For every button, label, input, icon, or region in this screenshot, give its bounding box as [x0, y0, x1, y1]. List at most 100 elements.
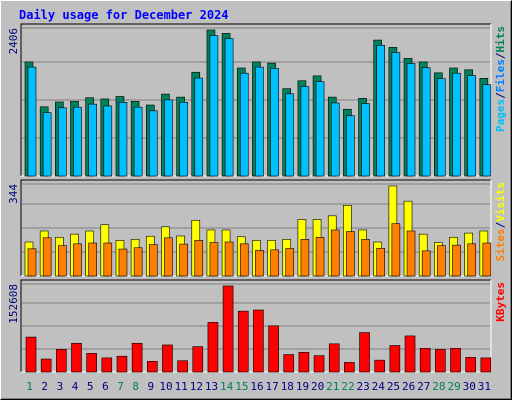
legend-part: Sites — [494, 228, 507, 261]
x-tick-label: 21 — [326, 380, 339, 393]
bar-files-day-11 — [179, 102, 188, 177]
bar-files-day-7 — [118, 102, 128, 177]
bar-sites-day-10 — [164, 237, 173, 277]
bar-kbytes-day-10 — [162, 344, 173, 373]
bar-kbytes-day-5 — [86, 353, 97, 373]
max-label-visits-sites: 344 — [7, 184, 20, 204]
legend-part: Hits — [494, 26, 507, 53]
bar-sites-day-19 — [300, 239, 310, 277]
bar-kbytes-day-12 — [192, 346, 204, 373]
bar-kbytes-day-29 — [450, 348, 461, 373]
bar-kbytes-day-24 — [374, 359, 386, 373]
x-tick-label: 16 — [250, 380, 263, 393]
x-tick-label: 2 — [41, 380, 48, 393]
bar-kbytes-day-19 — [298, 351, 310, 373]
bar-sites-day-8 — [133, 247, 143, 277]
panel-border-dark — [20, 179, 491, 276]
bar-sites-day-15 — [239, 243, 249, 277]
bar-sites-day-24 — [376, 247, 386, 277]
bar-sites-day-7 — [118, 248, 128, 277]
x-tick-label: 28 — [432, 380, 445, 393]
bar-files-day-19 — [300, 86, 310, 177]
x-tick-label: 13 — [205, 380, 218, 393]
bar-sites-day-22 — [346, 231, 355, 277]
bar-kbytes-day-15 — [237, 310, 249, 373]
bar-kbytes-day-27 — [419, 348, 431, 373]
x-tick-label: 7 — [117, 380, 124, 393]
bar-kbytes-day-25 — [389, 345, 401, 373]
x-tick-label: 11 — [175, 380, 188, 393]
bar-files-day-17 — [270, 68, 279, 177]
bar-kbytes-day-17 — [268, 325, 279, 373]
bar-kbytes-day-6 — [101, 357, 113, 373]
x-tick-label: 19 — [296, 380, 309, 393]
bar-files-day-6 — [103, 105, 113, 177]
max-label-hits-files-pages: 2406 — [7, 28, 20, 55]
x-tick-label: 1 — [26, 380, 33, 393]
bar-sites-day-27 — [421, 250, 431, 277]
bar-kbytes-day-11 — [177, 360, 188, 373]
bar-sites-day-4 — [73, 243, 82, 277]
x-tick-label: 26 — [402, 380, 415, 393]
bar-sites-day-9 — [148, 244, 158, 277]
bar-files-day-25 — [391, 52, 401, 177]
bar-kbytes-day-16 — [253, 309, 264, 373]
legend-part: Files — [494, 59, 507, 92]
bar-kbytes-day-22 — [344, 362, 355, 373]
bar-files-day-23 — [361, 103, 370, 177]
legend-part: Visits — [494, 182, 507, 222]
bar-files-day-4 — [73, 106, 82, 177]
bar-files-day-24 — [376, 44, 386, 177]
x-tick-label: 27 — [417, 380, 430, 393]
bar-kbytes-day-8 — [131, 342, 143, 373]
x-tick-label: 14 — [220, 380, 234, 393]
bar-sites-day-1 — [27, 248, 37, 277]
bar-kbytes-day-31 — [480, 357, 492, 373]
legend-part: / — [494, 52, 507, 59]
bar-files-day-3 — [58, 107, 67, 177]
bar-kbytes-day-23 — [359, 332, 370, 373]
x-tick-label: 17 — [266, 380, 279, 393]
x-tick-label: 9 — [148, 380, 155, 393]
bar-sites-day-29 — [452, 244, 461, 277]
bar-kbytes-day-9 — [146, 360, 158, 373]
bar-sites-day-3 — [58, 245, 67, 277]
legend-part: / — [494, 221, 507, 228]
x-tick-label: 24 — [372, 380, 386, 393]
bar-files-day-16 — [255, 66, 264, 177]
bar-kbytes-day-26 — [404, 335, 416, 373]
x-tick-label: 25 — [387, 380, 400, 393]
bar-files-day-15 — [239, 72, 249, 177]
x-tick-label: 3 — [57, 380, 64, 393]
bar-files-day-20 — [315, 81, 325, 177]
x-tick-label: 15 — [235, 380, 248, 393]
bar-files-day-29 — [452, 72, 461, 177]
panel-border-dark — [20, 279, 491, 372]
bar-files-day-13 — [209, 35, 219, 177]
legend-part: KBytes — [494, 282, 507, 322]
bar-sites-day-14 — [224, 241, 234, 277]
bar-files-day-10 — [164, 99, 173, 177]
bar-files-day-30 — [467, 75, 476, 177]
bar-sites-day-18 — [285, 248, 295, 277]
x-tick-label: 8 — [132, 380, 139, 393]
bar-sites-day-6 — [103, 242, 113, 277]
bar-files-day-5 — [88, 103, 97, 177]
bar-files-day-31 — [482, 84, 492, 177]
bar-sites-day-13 — [209, 242, 219, 277]
x-tick-label: 6 — [102, 380, 109, 393]
bar-sites-day-21 — [330, 229, 340, 277]
x-tick-label: 5 — [87, 380, 94, 393]
bar-files-day-1 — [27, 66, 37, 177]
bar-sites-day-20 — [315, 236, 325, 277]
bar-sites-day-23 — [361, 239, 370, 277]
x-tick-label: 4 — [72, 380, 79, 393]
bar-sites-day-5 — [88, 242, 97, 277]
bar-sites-day-30 — [467, 243, 476, 277]
x-tick-label: 22 — [341, 380, 354, 393]
bar-files-day-9 — [148, 110, 158, 177]
bar-kbytes-day-3 — [56, 349, 67, 373]
bar-kbytes-day-21 — [328, 343, 340, 373]
